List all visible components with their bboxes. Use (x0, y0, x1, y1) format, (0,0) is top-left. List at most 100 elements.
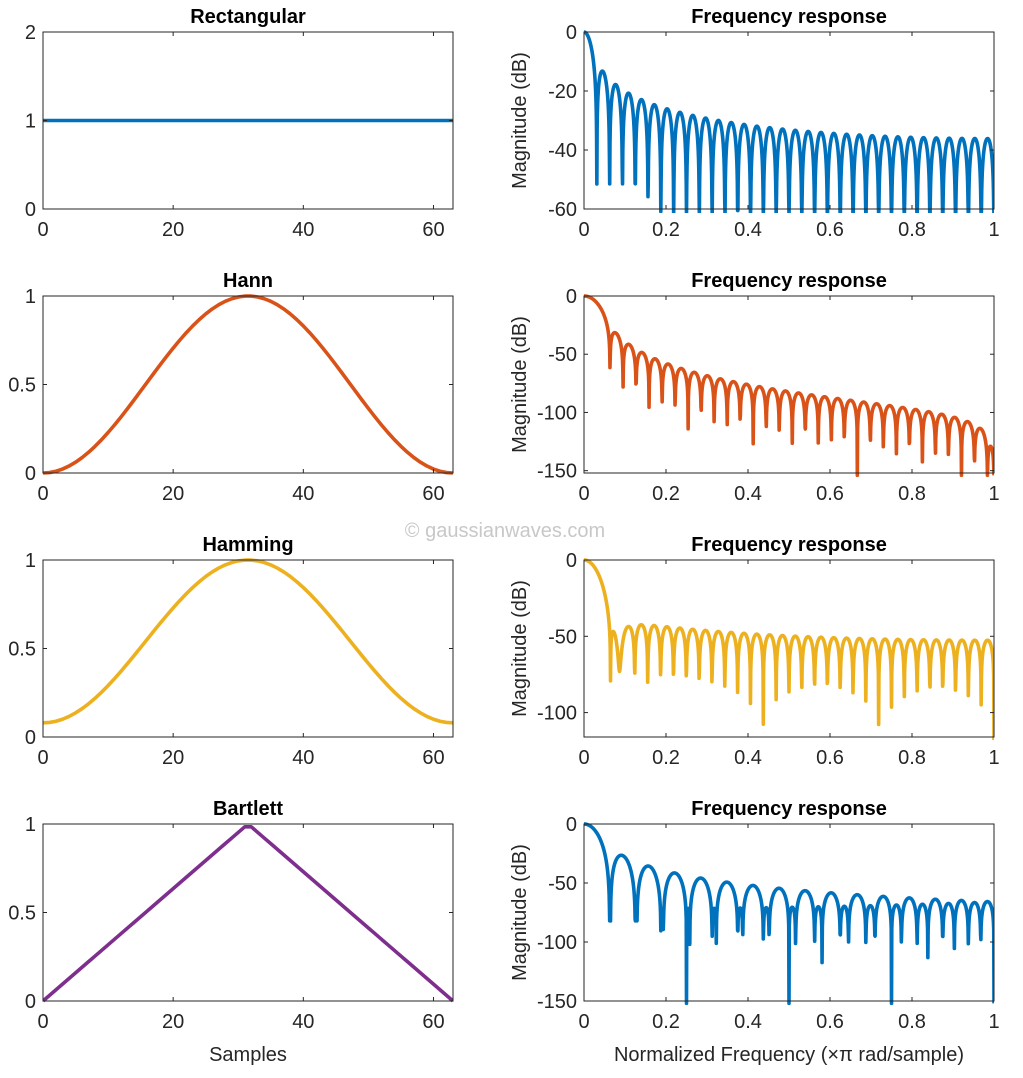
hamming-time-axes: 0 20 40 60 0 0.5 1 Hamming (8, 534, 454, 769)
x-tick-label: 0.6 (816, 1011, 844, 1033)
hann-frequency-axes: 0 0.2 0.4 0.6 0.8 1 0 -50 -100 -150 Frequency resp… (509, 270, 1000, 505)
axes-box (583, 295, 995, 474)
rectangular-frequency-axes: 0 0.2 0.4 0.6 0.8 1 0 -20 -40 -60 Frequency respon… (509, 6, 1000, 241)
subplot-title: Frequency response (691, 6, 887, 28)
y-axis-label: Magnitude (dB) (509, 316, 531, 453)
hamming-frequency-line (584, 558, 994, 741)
x-tick-label: 0.4 (734, 1011, 762, 1033)
y-tick-label: 1 (25, 286, 36, 308)
y-tick-label: -100 (537, 932, 577, 954)
y-tick-label: -60 (548, 199, 577, 221)
y-tick-label: 1 (25, 111, 36, 133)
x-tick-label: 0 (37, 747, 48, 769)
y-tick-label: -50 (548, 344, 577, 366)
x-tick-label: 1 (988, 219, 999, 241)
hamming-frequency-axes: 0 0.2 0.4 0.6 0.8 1 0 -50 -100 Frequency response… (509, 534, 1000, 769)
x-tick-label: 0.4 (734, 483, 762, 505)
axes-box (583, 31, 995, 210)
hann-time-line (43, 294, 453, 475)
y-tick-label: -20 (548, 81, 577, 103)
y-tick-label: -100 (537, 703, 577, 725)
x-tick-label: 60 (422, 483, 444, 505)
rectangular-time-axes: 0 20 40 60 0 1 2 Rectangular (25, 6, 454, 241)
y-tick-label: -100 (537, 402, 577, 424)
x-tick-label: 0 (578, 747, 589, 769)
x-tick-label: 0 (578, 219, 589, 241)
x-tick-label: 20 (162, 219, 184, 241)
watermark: © gaussianwaves.com (405, 520, 605, 542)
x-tick-label: 0.2 (652, 219, 680, 241)
y-axis-label: Magnitude (dB) (509, 52, 531, 189)
hamming-time-line (43, 558, 453, 725)
subplot-title: Frequency response (691, 534, 887, 556)
bartlett-time-line (43, 825, 453, 1003)
x-tick-label: 0 (37, 219, 48, 241)
hann-time-axes: 0 20 40 60 0 0.5 1 Hann (8, 270, 454, 505)
hann-frequency-line (584, 294, 994, 477)
x-tick-label: 0.6 (816, 483, 844, 505)
x-tick-label: 0.4 (734, 747, 762, 769)
y-tick-label: 1 (25, 550, 36, 572)
y-tick-label: 0 (566, 22, 577, 44)
axes-box (42, 559, 454, 738)
x-axis-label: Normalized Frequency (×π rad/sample) (614, 1044, 964, 1066)
x-tick-label: 20 (162, 1011, 184, 1033)
y-tick-label: -150 (537, 461, 577, 483)
x-tick-label: 0.2 (652, 747, 680, 769)
y-tick-label: 0 (566, 550, 577, 572)
x-axis-label: Samples (209, 1044, 287, 1066)
x-tick-label: 40 (292, 1011, 314, 1033)
bartlett-frequency-axes: 0 0.2 0.4 0.6 0.8 1 0 -50 -100 -150 Frequency resp… (509, 798, 1000, 1066)
subplot-title: Rectangular (190, 6, 306, 28)
x-tick-label: 20 (162, 483, 184, 505)
y-tick-label: -50 (548, 873, 577, 895)
x-tick-label: 0.8 (898, 747, 926, 769)
x-tick-label: 0 (578, 1011, 589, 1033)
y-tick-label: 0.5 (8, 903, 36, 925)
x-tick-label: 0 (578, 483, 589, 505)
x-tick-label: 60 (422, 747, 444, 769)
y-tick-label: 0 (25, 727, 36, 749)
y-tick-label: -50 (548, 626, 577, 648)
x-tick-label: 0.6 (816, 747, 844, 769)
y-tick-label: 0 (25, 463, 36, 485)
rectangular-frequency-line (584, 30, 994, 213)
y-tick-label: 1 (25, 814, 36, 836)
y-axis-label: Magnitude (dB) (509, 844, 531, 981)
x-tick-label: 60 (422, 1011, 444, 1033)
x-tick-label: 20 (162, 747, 184, 769)
x-tick-label: 0 (37, 1011, 48, 1033)
bartlett-time-axes: 0 20 40 60 0 0.5 1 Bartlett Samples (8, 798, 454, 1066)
y-tick-label: 0 (25, 991, 36, 1013)
axes-box (583, 823, 995, 1002)
x-tick-label: 0.2 (652, 483, 680, 505)
y-tick-label: 0.5 (8, 639, 36, 661)
y-axis-label: Magnitude (dB) (509, 580, 531, 717)
x-tick-label: 0.2 (652, 1011, 680, 1033)
subplot-title: Hann (223, 270, 273, 292)
axes-box (583, 559, 995, 738)
subplot-title: Frequency response (691, 798, 887, 820)
x-tick-label: 1 (988, 1011, 999, 1033)
x-tick-label: 0.8 (898, 1011, 926, 1033)
x-tick-label: 40 (292, 747, 314, 769)
x-tick-label: 1 (988, 483, 999, 505)
x-tick-label: 0.8 (898, 219, 926, 241)
subplot-title: Bartlett (213, 798, 283, 820)
x-tick-label: 0.8 (898, 483, 926, 505)
axes-box (42, 823, 454, 1002)
x-tick-label: 40 (292, 483, 314, 505)
x-tick-label: 0 (37, 483, 48, 505)
y-tick-label: 0.5 (8, 375, 36, 397)
x-tick-label: 0.4 (734, 219, 762, 241)
subplot-title: Frequency response (691, 270, 887, 292)
x-tick-label: 60 (422, 219, 444, 241)
y-tick-label: 0 (25, 199, 36, 221)
y-tick-label: -150 (537, 991, 577, 1013)
y-tick-label: -40 (548, 140, 577, 162)
axes-box (42, 295, 454, 474)
x-tick-label: 0.6 (816, 219, 844, 241)
x-tick-label: 1 (988, 747, 999, 769)
y-tick-label: 2 (25, 22, 36, 44)
